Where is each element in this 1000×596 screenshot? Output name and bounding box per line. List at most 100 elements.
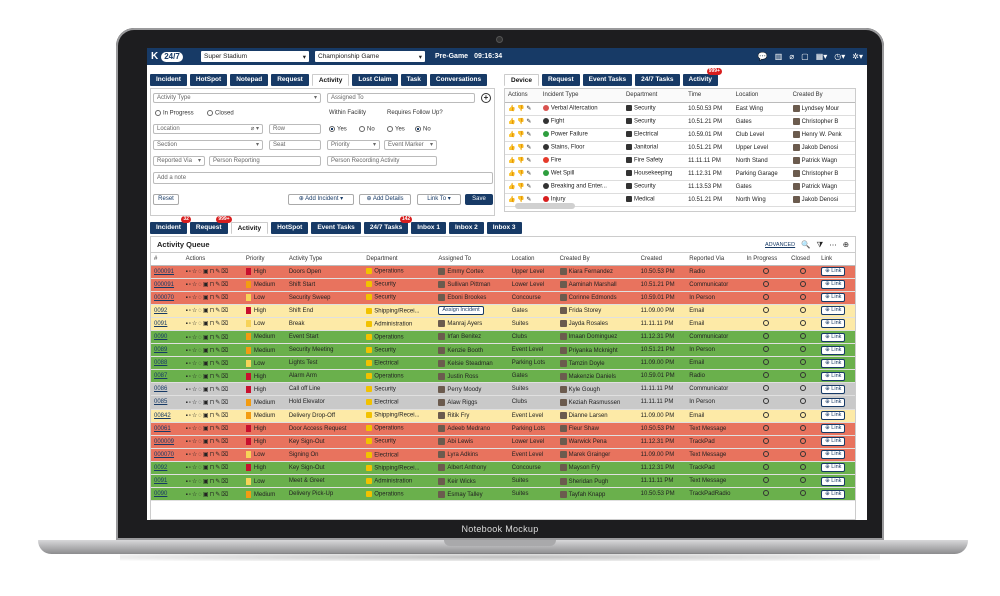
row-id-link[interactable]: 0087: [154, 373, 168, 380]
lock-icon[interactable]: ⊓: [209, 478, 216, 485]
thumbs-up-icon[interactable]: 👍: [508, 106, 516, 112]
image-icon[interactable]: ▣: [202, 373, 210, 380]
notes-icon[interactable]: ▪: [185, 321, 189, 328]
queue-tab-inbox-2[interactable]: Inbox 2: [448, 222, 484, 234]
star-icon[interactable]: ☆: [191, 321, 199, 328]
in-progress-radio[interactable]: In Progress: [155, 110, 194, 117]
link-button[interactable]: ⊕ Link: [821, 450, 846, 460]
device-row[interactable]: 👍 👎 ✎ Power Failure Electrical 10.59.01 PM C…: [505, 128, 855, 142]
image-icon[interactable]: ▣: [202, 334, 210, 341]
comment-icon[interactable]: ◌: [198, 347, 203, 354]
edit-icon[interactable]: ✎: [215, 269, 222, 276]
row-id-link[interactable]: 000091: [154, 268, 175, 275]
device-row[interactable]: 👍 👎 ✎ Breaking and Enter... Security 11.13.…: [505, 180, 855, 194]
copy-icon[interactable]: ▫: [188, 413, 192, 420]
thumbs-down-icon[interactable]: 👎: [517, 106, 525, 112]
trash-icon[interactable]: ⌧: [221, 373, 230, 380]
trash-icon[interactable]: ⌧: [221, 465, 230, 472]
copy-icon[interactable]: ▫: [188, 439, 192, 446]
app-logo[interactable]: K 24/7: [151, 51, 187, 62]
priority-select[interactable]: Priority ▾: [327, 140, 380, 150]
assigned-to-input[interactable]: Assigned To: [327, 93, 475, 103]
image-icon[interactable]: ▣: [202, 321, 210, 328]
queue-tab-request[interactable]: Request 999+: [189, 216, 232, 234]
clock-icon[interactable]: [800, 477, 807, 484]
edit-icon[interactable]: ✎: [215, 478, 222, 485]
copy-icon[interactable]: ▫: [188, 465, 192, 472]
clock-icon[interactable]: [800, 372, 807, 379]
copy-icon[interactable]: ▫: [188, 478, 192, 485]
trash-icon[interactable]: ⌧: [221, 347, 230, 354]
clock-icon[interactable]: [762, 319, 769, 326]
lock-icon[interactable]: ⊓: [209, 452, 216, 459]
row-id-link[interactable]: 000070: [154, 451, 175, 458]
comment-icon[interactable]: ◌: [198, 452, 203, 459]
row-input[interactable]: Row: [269, 124, 321, 134]
note-input[interactable]: Add a note: [153, 172, 493, 184]
tab-incident[interactable]: Incident: [150, 74, 187, 86]
link-button[interactable]: ⊕ Link: [821, 332, 846, 342]
image-icon[interactable]: ▣: [202, 491, 210, 498]
clock-icon[interactable]: [800, 319, 807, 326]
tab-hotspot[interactable]: HotSpot: [189, 74, 228, 86]
facility-no-radio[interactable]: No: [359, 126, 375, 133]
copy-icon[interactable]: ▫: [188, 321, 192, 328]
image-icon[interactable]: ▣: [202, 360, 210, 367]
clock-icon[interactable]: [800, 437, 807, 444]
notes-icon[interactable]: ▪: [185, 295, 189, 302]
device-row[interactable]: 👍 👎 ✎ Injury Medical 10.51.21 PM North Wing J…: [505, 193, 855, 207]
comment-icon[interactable]: ◌: [198, 334, 203, 341]
tab-request[interactable]: Request: [271, 74, 309, 86]
facility-yes-radio[interactable]: Yes: [329, 126, 347, 133]
row-id-link[interactable]: 0090: [154, 334, 168, 341]
copy-icon[interactable]: ▫: [188, 373, 192, 380]
notes-icon[interactable]: ▢: [801, 52, 809, 61]
table-row[interactable]: 0092 ▪▫☆◌▣⊓✎⌧ High Shift End Shipping/Recei.…: [151, 304, 855, 318]
clock-icon[interactable]: [762, 280, 769, 287]
clock-icon[interactable]: ◷▾: [834, 52, 846, 61]
thumbs-down-icon[interactable]: 👎: [517, 132, 525, 138]
queue-tab-24-7-tasks[interactable]: 24/7 Tasks 142: [363, 216, 413, 234]
link-button[interactable]: ⊕ Link: [821, 384, 846, 394]
thumbs-down-icon[interactable]: 👎: [517, 119, 525, 125]
comment-icon[interactable]: ◌: [198, 386, 203, 393]
device-tab-device[interactable]: Device: [504, 74, 539, 86]
edit-icon[interactable]: ✎: [215, 360, 222, 367]
edit-icon[interactable]: ✎: [215, 465, 222, 472]
comment-icon[interactable]: ◌: [198, 465, 203, 472]
thumbs-up-icon[interactable]: 👍: [508, 197, 516, 203]
star-icon[interactable]: ☆: [191, 439, 199, 446]
comment-icon[interactable]: ◌: [198, 282, 203, 289]
follow-up-no-radio[interactable]: No: [415, 126, 431, 133]
edit-icon[interactable]: ✎: [215, 452, 222, 459]
lock-icon[interactable]: ⊓: [209, 334, 216, 341]
notes-icon[interactable]: ▪: [185, 334, 189, 341]
trash-icon[interactable]: ⌧: [221, 282, 230, 289]
image-icon[interactable]: ▣: [202, 308, 210, 315]
notes-icon[interactable]: ▪: [185, 386, 189, 393]
edit-icon[interactable]: ✎: [215, 399, 222, 406]
comment-icon[interactable]: ◌: [198, 373, 203, 380]
clock-icon[interactable]: [800, 346, 807, 353]
add-assignee-icon[interactable]: +: [481, 93, 491, 103]
thumbs-down-icon[interactable]: 👎: [517, 158, 525, 164]
table-row[interactable]: 0092 ▪▫☆◌▣⊓✎⌧ High Key Sign-Out Shipping/Rec…: [151, 461, 855, 476]
star-icon[interactable]: ☆: [191, 452, 199, 459]
star-icon[interactable]: ☆: [191, 399, 199, 406]
image-icon[interactable]: ▣: [202, 347, 210, 354]
device-tab-event-tasks[interactable]: Event Tasks: [582, 74, 633, 86]
queue-tab-activity[interactable]: Activity: [230, 222, 269, 234]
table-row[interactable]: 0091 ▪▫☆◌▣⊓✎⌧ Low Break Administration Manraj…: [151, 317, 855, 331]
table-row[interactable]: 0089 ▪▫☆◌▣⊓✎⌧ Medium Security Meeting Securi…: [151, 343, 855, 358]
table-row[interactable]: 0091 ▪▫☆◌▣⊓✎⌧ Low Meet & Greet Administratio…: [151, 474, 855, 489]
star-icon[interactable]: ☆: [191, 282, 199, 289]
queue-tab-incident[interactable]: Incident 32: [150, 216, 191, 234]
clock-icon[interactable]: [762, 267, 769, 274]
seat-input[interactable]: Seat: [269, 140, 321, 150]
star-icon[interactable]: ☆: [191, 360, 199, 367]
table-row[interactable]: 0090 ▪▫☆◌▣⊓✎⌧ Medium Delivery Pick-Up Operat…: [151, 487, 855, 502]
reported-via-select[interactable]: Reported Via ▾: [153, 156, 205, 166]
link-button[interactable]: ⊕ Link: [821, 267, 846, 277]
row-id-link[interactable]: 0085: [154, 399, 168, 406]
star-icon[interactable]: ☆: [191, 295, 199, 302]
